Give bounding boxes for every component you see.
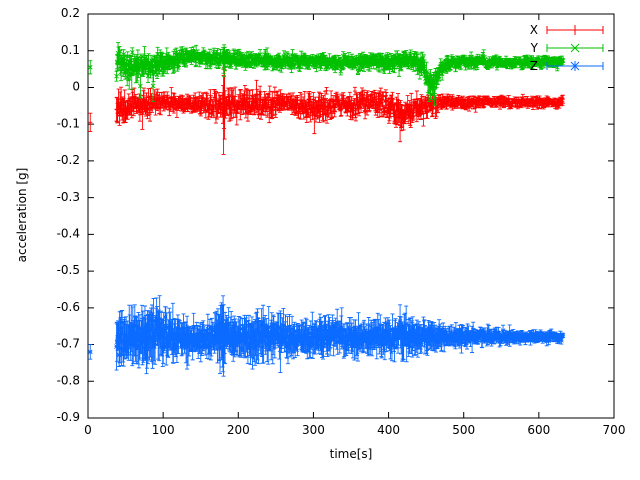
legend-item-z: Z: [530, 57, 604, 75]
legend: X Y: [530, 21, 604, 75]
errorbar-sample-icon: [546, 61, 604, 71]
legend-label-z: Z: [529, 59, 538, 73]
errorbar-sample-icon: [546, 25, 604, 35]
legend-item-y: Y: [530, 39, 604, 57]
y-axis-label: acceleration [g]: [15, 167, 29, 263]
legend-label-y: Y: [530, 41, 538, 55]
x-axis-label: time[s]: [329, 447, 373, 461]
errorbar-sample-icon: [546, 43, 604, 53]
legend-label-x: X: [529, 23, 538, 37]
legend-item-x: X: [530, 21, 604, 39]
